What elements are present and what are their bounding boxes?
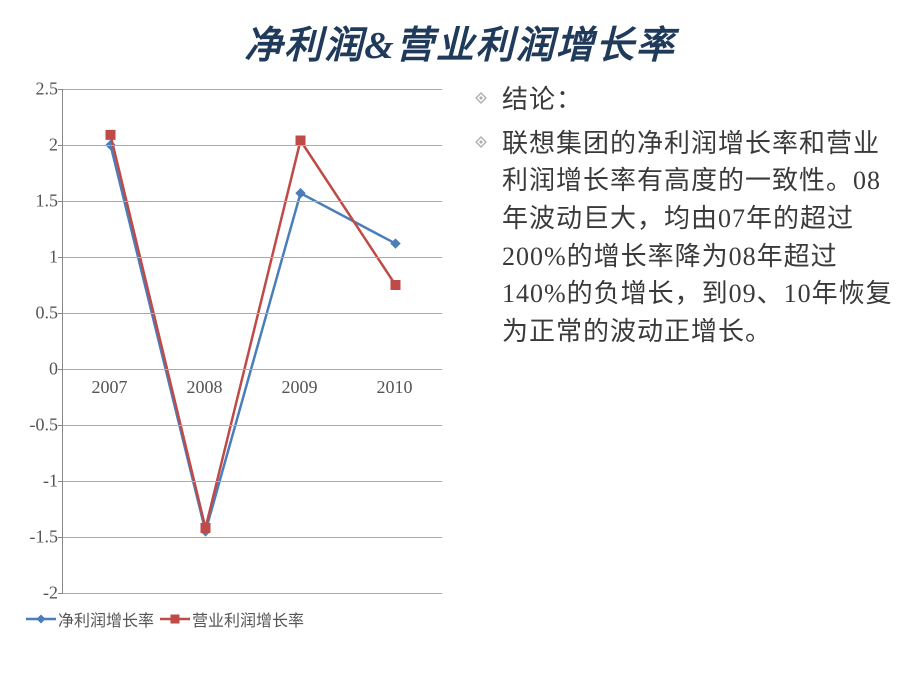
x-axis-label: 2010 bbox=[377, 377, 413, 398]
bullet-1: 结论： bbox=[474, 81, 902, 119]
y-axis-label: -2 bbox=[18, 583, 58, 604]
series-marker bbox=[296, 136, 305, 145]
x-axis-label: 2009 bbox=[282, 377, 318, 398]
y-axis-label: 1 bbox=[18, 247, 58, 268]
y-axis-label: 2.5 bbox=[18, 79, 58, 100]
plot-area bbox=[62, 89, 442, 593]
series-marker bbox=[391, 239, 400, 248]
x-axis-label: 2007 bbox=[92, 377, 128, 398]
bullet-2: 联想集团的净利润增长率和营业利润增长率有高度的一致性。08年波动巨大，均由07年… bbox=[474, 125, 902, 351]
gridline bbox=[63, 145, 442, 146]
y-tick bbox=[58, 537, 63, 538]
y-axis-label: -1 bbox=[18, 471, 58, 492]
gridline bbox=[63, 369, 442, 370]
bullet-diamond-icon bbox=[474, 135, 488, 149]
legend-item: 营业利润增长率 bbox=[160, 607, 304, 631]
legend-item: 净利润增长率 bbox=[26, 607, 154, 631]
legend-label: 净利润增长率 bbox=[58, 607, 154, 631]
gridline bbox=[63, 593, 442, 594]
y-tick bbox=[58, 145, 63, 146]
y-tick bbox=[58, 369, 63, 370]
y-tick bbox=[58, 89, 63, 90]
series-marker bbox=[296, 189, 305, 198]
gridline bbox=[63, 89, 442, 90]
bullet-1-text: 结论： bbox=[502, 81, 902, 119]
bullet-diamond-icon bbox=[474, 91, 488, 105]
gridline bbox=[63, 201, 442, 202]
gridline bbox=[63, 537, 442, 538]
y-tick bbox=[58, 313, 63, 314]
gridline bbox=[63, 313, 442, 314]
legend-marker-icon bbox=[160, 612, 190, 626]
y-axis-label: 1.5 bbox=[18, 191, 58, 212]
gridline bbox=[63, 425, 442, 426]
series-marker bbox=[391, 281, 400, 290]
gridline bbox=[63, 481, 442, 482]
bullet-2-text: 联想集团的净利润增长率和营业利润增长率有高度的一致性。08年波动巨大，均由07年… bbox=[502, 125, 902, 351]
legend-marker-icon bbox=[26, 612, 56, 626]
y-tick bbox=[58, 201, 63, 202]
gridline bbox=[63, 257, 442, 258]
chart-column: 净利润增长率 营业利润增长率 -2 -1.5 -1 -0.5 0 0.5 1 1.5 2 2.5 20… bbox=[0, 77, 460, 677]
y-axis-label: -1.5 bbox=[18, 527, 58, 548]
chart-legend: 净利润增长率 营业利润增长率 bbox=[26, 607, 304, 631]
series-line bbox=[111, 135, 396, 528]
legend-label: 营业利润增长率 bbox=[192, 607, 304, 631]
growth-rate-chart: 净利润增长率 营业利润增长率 -2 -1.5 -1 -0.5 0 0.5 1 1.5 2 2.5 20… bbox=[12, 77, 452, 637]
content-row: 净利润增长率 营业利润增长率 -2 -1.5 -1 -0.5 0 0.5 1 1.5 2 2.5 20… bbox=[0, 77, 920, 677]
series-marker bbox=[201, 524, 210, 533]
y-axis-label: 2 bbox=[18, 135, 58, 156]
text-column: 结论： 联想集团的净利润增长率和营业利润增长率有高度的一致性。08年波动巨大，均… bbox=[460, 77, 920, 677]
series-marker bbox=[106, 130, 115, 139]
y-tick bbox=[58, 593, 63, 594]
y-axis-label: 0.5 bbox=[18, 303, 58, 324]
slide-title: 净利润&营业利润增长率 bbox=[0, 0, 920, 69]
x-axis-label: 2008 bbox=[187, 377, 223, 398]
y-axis-label: -0.5 bbox=[18, 415, 58, 436]
y-axis-label: 0 bbox=[18, 359, 58, 380]
y-tick bbox=[58, 425, 63, 426]
y-tick bbox=[58, 481, 63, 482]
series-svg bbox=[63, 89, 442, 593]
y-tick bbox=[58, 257, 63, 258]
